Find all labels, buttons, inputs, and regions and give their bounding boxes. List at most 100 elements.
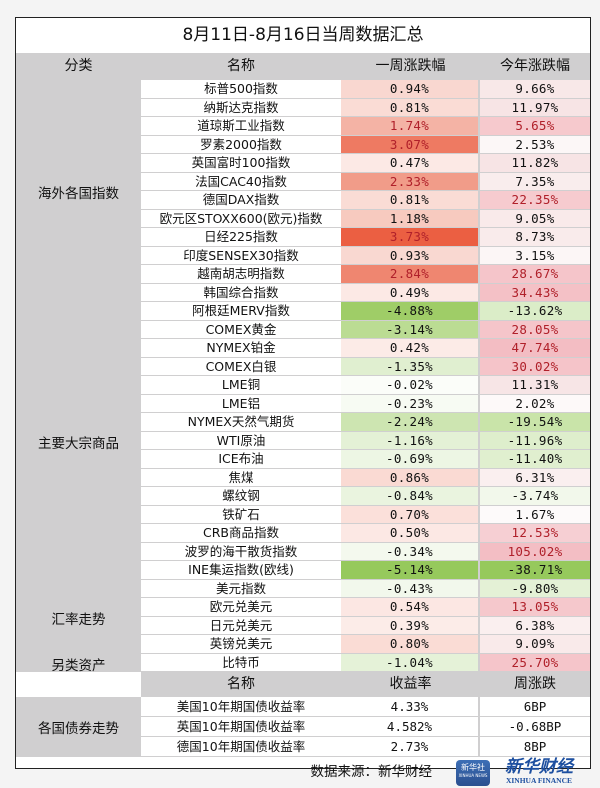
bond-row: 美国10年期国债收益率 4.33% 6BP	[141, 697, 590, 717]
row-name: INE集运指数(欧线)	[141, 561, 341, 579]
row-name: NYMEX铂金	[141, 339, 341, 357]
row-ytd-change: 34.43%	[480, 283, 590, 301]
row-weekly-change: -1.35%	[341, 357, 480, 375]
header-ytd: 今年涨跌幅	[500, 58, 570, 74]
bond-header-blank	[16, 672, 141, 697]
bond-body: 各国债券走势 美国10年期国债收益率 4.33% 6BP 英国10年期国债收益率 4.5…	[16, 697, 590, 757]
table-row: 阿根廷MERV指数 -4.88% -13.62%	[141, 302, 590, 321]
row-ytd-change: 2.53%	[480, 135, 590, 153]
row-weekly-change: 0.50%	[341, 524, 480, 542]
row-ytd-change: 7.35%	[480, 172, 590, 190]
bond-yield: 4.33%	[341, 697, 480, 716]
table-row: ICE布油 -0.69% -11.40%	[141, 450, 590, 469]
row-ytd-change: 6.38%	[480, 616, 590, 634]
row-ytd-change: 11.82%	[480, 154, 590, 172]
table-header: 分类 名称 一周涨跌幅 今年涨跌幅	[16, 53, 590, 80]
row-ytd-change: 3.15%	[480, 246, 590, 264]
table-row: COMEX黄金 -3.14% 28.05%	[141, 320, 590, 339]
row-name: 美元指数	[141, 579, 341, 597]
row-name: 比特币	[141, 653, 341, 671]
logo-en: XINHUA FINANCE	[505, 776, 573, 785]
bond-weekly: 8BP	[480, 737, 590, 756]
table-row: COMEX白银 -1.35% 30.02%	[141, 357, 590, 376]
category-label: 海外各国指数	[38, 186, 119, 202]
row-ytd-change: 6.31%	[480, 468, 590, 486]
table-title: 8月11日-8月16日当周数据汇总	[16, 18, 590, 53]
bond-weekly: -0.68BP	[480, 717, 590, 736]
row-weekly-change: -0.23%	[341, 394, 480, 412]
bond-header-name: 名称	[227, 676, 255, 692]
row-weekly-change: -5.14%	[341, 561, 480, 579]
row-name: 螺纹钢	[141, 487, 341, 505]
table-row: 日元兑美元 0.39% 6.38%	[141, 616, 590, 635]
row-ytd-change: 12.53%	[480, 524, 590, 542]
row-name: 罗素2000指数	[141, 135, 341, 153]
row-weekly-change: 2.33%	[341, 172, 480, 190]
bond-name: 英国10年期国债收益率	[141, 717, 341, 736]
row-weekly-change: 0.80%	[341, 635, 480, 653]
row-name: 标普500指数	[141, 80, 341, 98]
bond-name: 美国10年期国债收益率	[141, 697, 341, 716]
bond-rows: 美国10年期国债收益率 4.33% 6BP 英国10年期国债收益率 4.582% -0.6…	[141, 697, 590, 757]
row-ytd-change: 9.05%	[480, 209, 590, 227]
category-label: 主要大宗商品	[38, 435, 119, 452]
row-name: 欧元兑美元	[141, 598, 341, 616]
table-row: 印度SENSEX30指数 0.93% 3.15%	[141, 246, 590, 265]
row-weekly-change: 3.07%	[341, 135, 480, 153]
row-weekly-change: 0.70%	[341, 505, 480, 523]
row-ytd-change: -38.71%	[480, 561, 590, 579]
row-weekly-change: 0.86%	[341, 468, 480, 486]
row-ytd-change: 13.05%	[480, 598, 590, 616]
row-weekly-change: -0.34%	[341, 542, 480, 560]
xinhua-news-logo-icon: 新华社 XINHUA NEWS	[456, 760, 490, 786]
row-ytd-change: 11.97%	[480, 98, 590, 116]
table-row: 法国CAC40指数 2.33% 7.35%	[141, 172, 590, 191]
row-weekly-change: 1.74%	[341, 117, 480, 135]
table-row: 螺纹钢 -0.84% -3.74%	[141, 487, 590, 506]
table-row: LME铜 -0.02% 11.31%	[141, 376, 590, 395]
row-weekly-change: 0.94%	[341, 80, 480, 98]
bond-yield: 2.73%	[341, 737, 480, 756]
table-row: 英镑兑美元 0.80% 9.09%	[141, 635, 590, 654]
row-ytd-change: 22.35%	[480, 191, 590, 209]
row-name: 日经225指数	[141, 228, 341, 246]
row-name: CRB商品指数	[141, 524, 341, 542]
table-row: 罗素2000指数 3.07% 2.53%	[141, 135, 590, 154]
data-rows: 标普500指数 0.94% 9.66% 纳斯达克指数 0.81% 11.97% 道琼斯工业指…	[141, 80, 590, 672]
logo-badge-text: 新华社	[461, 763, 485, 772]
table-row: 焦煤 0.86% 6.31%	[141, 468, 590, 487]
row-weekly-change: -0.43%	[341, 579, 480, 597]
table-row: 道琼斯工业指数 1.74% 5.65%	[141, 117, 590, 136]
row-weekly-change: 2.84%	[341, 265, 480, 283]
row-weekly-change: 0.93%	[341, 246, 480, 264]
table-row: 越南胡志明指数 2.84% 28.67%	[141, 265, 590, 284]
data-source: 数据来源：新华财经	[310, 764, 433, 780]
table-row: 标普500指数 0.94% 9.66%	[141, 80, 590, 99]
table-row: 德国DAX指数 0.81% 22.35%	[141, 191, 590, 210]
row-ytd-change: -9.80%	[480, 579, 590, 597]
row-ytd-change: 8.73%	[480, 228, 590, 246]
row-ytd-change: 30.02%	[480, 357, 590, 375]
row-ytd-change: 25.70%	[480, 653, 590, 671]
row-name: 日元兑美元	[141, 616, 341, 634]
row-ytd-change: -3.74%	[480, 487, 590, 505]
row-ytd-change: 2.02%	[480, 394, 590, 412]
row-weekly-change: -0.69%	[341, 450, 480, 468]
row-name: 欧元区STOXX600(欧元)指数	[141, 209, 341, 227]
bond-header-yield: 收益率	[389, 676, 432, 692]
bond-weekly: 6BP	[480, 697, 590, 716]
row-ytd-change: 28.05%	[480, 320, 590, 338]
row-name: 越南胡志明指数	[141, 265, 341, 283]
table-row: CRB商品指数 0.50% 12.53%	[141, 524, 590, 543]
logo-cn: 新华财经	[505, 757, 573, 777]
table-row: INE集运指数(欧线) -5.14% -38.71%	[141, 561, 590, 580]
row-ytd-change: 105.02%	[480, 542, 590, 560]
row-name: COMEX黄金	[141, 320, 341, 338]
logo-badge-subtext: XINHUA NEWS	[458, 773, 488, 778]
row-weekly-change: -0.02%	[341, 376, 480, 394]
row-ytd-change: 11.31%	[480, 376, 590, 394]
bond-name: 德国10年期国债收益率	[141, 737, 341, 756]
row-name: COMEX白银	[141, 357, 341, 375]
row-name: 韩国综合指数	[141, 283, 341, 301]
table-row: LME铝 -0.23% 2.02%	[141, 394, 590, 413]
